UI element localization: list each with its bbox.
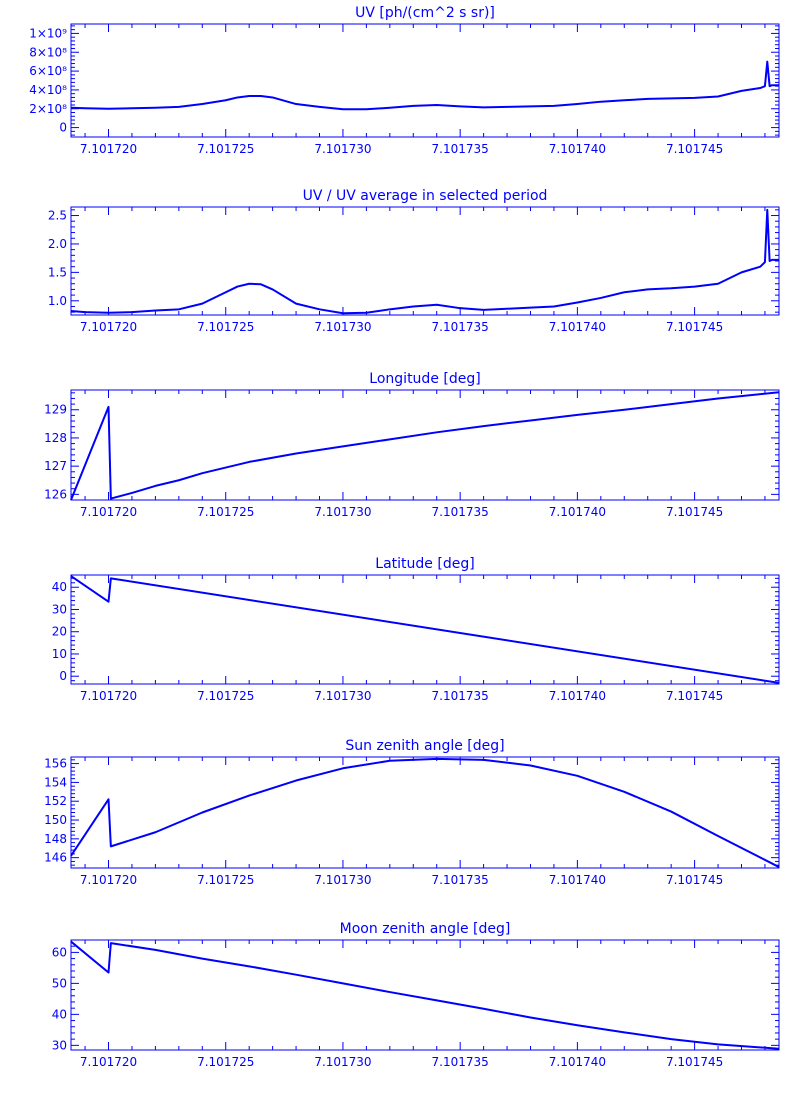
chart-panel-2: UV / UV average in selected period 7.1017… — [48, 188, 780, 334]
x-tick-label: 7.101740 — [549, 142, 606, 156]
y-tick-label: 20 — [52, 625, 67, 639]
y-tick-label: 30 — [52, 602, 67, 616]
y-tick-label: 0 — [59, 669, 67, 683]
plot-frame — [70, 206, 780, 316]
x-tick-label: 7.101735 — [432, 320, 489, 334]
y-tick-label: 1×10⁹ — [29, 26, 67, 40]
x-tick-label: 7.101725 — [197, 505, 254, 519]
x-tick-label: 7.101725 — [197, 320, 254, 334]
x-tick-label: 7.101740 — [549, 1055, 606, 1069]
y-tick-label: 40 — [52, 580, 67, 594]
chart-panel-4: Latitude [deg] 7.101720 7.101725 7.101730 7.… — [52, 556, 780, 703]
plot-frame — [70, 389, 780, 501]
x-tick-label: 7.101730 — [314, 873, 371, 887]
x-tick-label: 7.101720 — [80, 320, 137, 334]
y-tick-label: 2×10⁸ — [29, 102, 67, 116]
plot-frame — [70, 574, 780, 685]
series-line — [70, 60, 779, 111]
x-tick-label: 7.101735 — [432, 142, 489, 156]
x-tick-label: 7.101725 — [197, 689, 254, 703]
x-tick-label: 7.101720 — [80, 1055, 137, 1069]
x-tick-label: 7.101745 — [666, 689, 723, 703]
x-tick-label: 7.101725 — [197, 873, 254, 887]
y-tick-label: 129 — [44, 403, 67, 417]
x-tick-label: 7.101745 — [666, 1055, 723, 1069]
y-tick-label: 60 — [52, 945, 67, 959]
x-tick-label: 7.101740 — [549, 505, 606, 519]
y-tick-label: 2.5 — [48, 209, 67, 223]
x-tick-label: 7.101740 — [549, 873, 606, 887]
x-tick-label: 7.101740 — [549, 320, 606, 334]
series-line — [70, 757, 780, 868]
x-tick-label: 7.101730 — [314, 505, 371, 519]
y-tick-label: 1.5 — [48, 265, 67, 279]
series-line — [70, 208, 779, 315]
y-tick-label: 127 — [44, 459, 67, 473]
y-tick-label: 1.0 — [48, 294, 67, 308]
plot-frame — [70, 23, 780, 138]
y-tick-label: 4×10⁸ — [29, 83, 67, 97]
series-line — [70, 575, 780, 684]
y-tick-label: 156 — [44, 757, 67, 771]
y-tick-label: 30 — [52, 1038, 67, 1052]
plot-frame — [70, 939, 780, 1051]
x-tick-label: 7.101735 — [432, 689, 489, 703]
y-tick-label: 8×10⁸ — [29, 45, 67, 59]
y-tick-label: 0 — [59, 121, 67, 135]
chart-title: Latitude [deg] — [375, 556, 474, 572]
chart-panel-5: Sun zenith angle [deg] 7.101720 7.101725 7.… — [44, 738, 780, 887]
series-line — [70, 391, 780, 501]
chart-title: UV / UV average in selected period — [303, 188, 548, 204]
x-tick-label: 7.101740 — [549, 689, 606, 703]
chart-panel-3: Longitude [deg] 7.101720 7.101725 7.101730 7… — [44, 371, 780, 519]
chart-title: Sun zenith angle [deg] — [345, 738, 504, 754]
x-tick-label: 7.101725 — [197, 1055, 254, 1069]
x-tick-label: 7.101720 — [80, 689, 137, 703]
chart-title: Longitude [deg] — [369, 371, 480, 387]
y-tick-label: 126 — [44, 487, 67, 501]
x-tick-label: 7.101735 — [432, 873, 489, 887]
x-tick-label: 7.101745 — [666, 505, 723, 519]
y-tick-label: 40 — [52, 1007, 67, 1021]
x-tick-label: 7.101720 — [80, 873, 137, 887]
y-tick-label: 152 — [44, 794, 67, 808]
x-tick-label: 7.101745 — [666, 873, 723, 887]
x-tick-label: 7.101730 — [314, 689, 371, 703]
x-tick-label: 7.101720 — [80, 505, 137, 519]
x-tick-label: 7.101730 — [314, 1055, 371, 1069]
x-tick-label: 7.101745 — [666, 320, 723, 334]
chart-title: UV [ph/(cm^2 s sr)] — [355, 5, 495, 21]
y-tick-label: 50 — [52, 976, 67, 990]
chart-title: Moon zenith angle [deg] — [340, 921, 511, 937]
x-tick-label: 7.101720 — [80, 142, 137, 156]
series-line — [70, 940, 780, 1050]
y-tick-label: 128 — [44, 431, 67, 445]
x-tick-label: 7.101725 — [197, 142, 254, 156]
chart-panel-6: Moon zenith angle [deg] 7.101720 7.101725 7… — [52, 921, 780, 1069]
x-tick-label: 7.101735 — [432, 505, 489, 519]
y-tick-label: 154 — [44, 775, 67, 789]
chart-panel-1: UV [ph/(cm^2 s sr)] 7.101720 7.101725 7.101… — [29, 5, 780, 156]
y-tick-label: 146 — [44, 851, 67, 865]
y-tick-label: 148 — [44, 832, 67, 846]
x-tick-label: 7.101735 — [432, 1055, 489, 1069]
x-tick-label: 7.101730 — [314, 320, 371, 334]
x-tick-label: 7.101730 — [314, 142, 371, 156]
y-tick-label: 150 — [44, 813, 67, 827]
y-tick-label: 10 — [52, 647, 67, 661]
y-tick-label: 2.0 — [48, 237, 67, 251]
x-tick-label: 7.101745 — [666, 142, 723, 156]
y-tick-label: 6×10⁸ — [29, 64, 67, 78]
